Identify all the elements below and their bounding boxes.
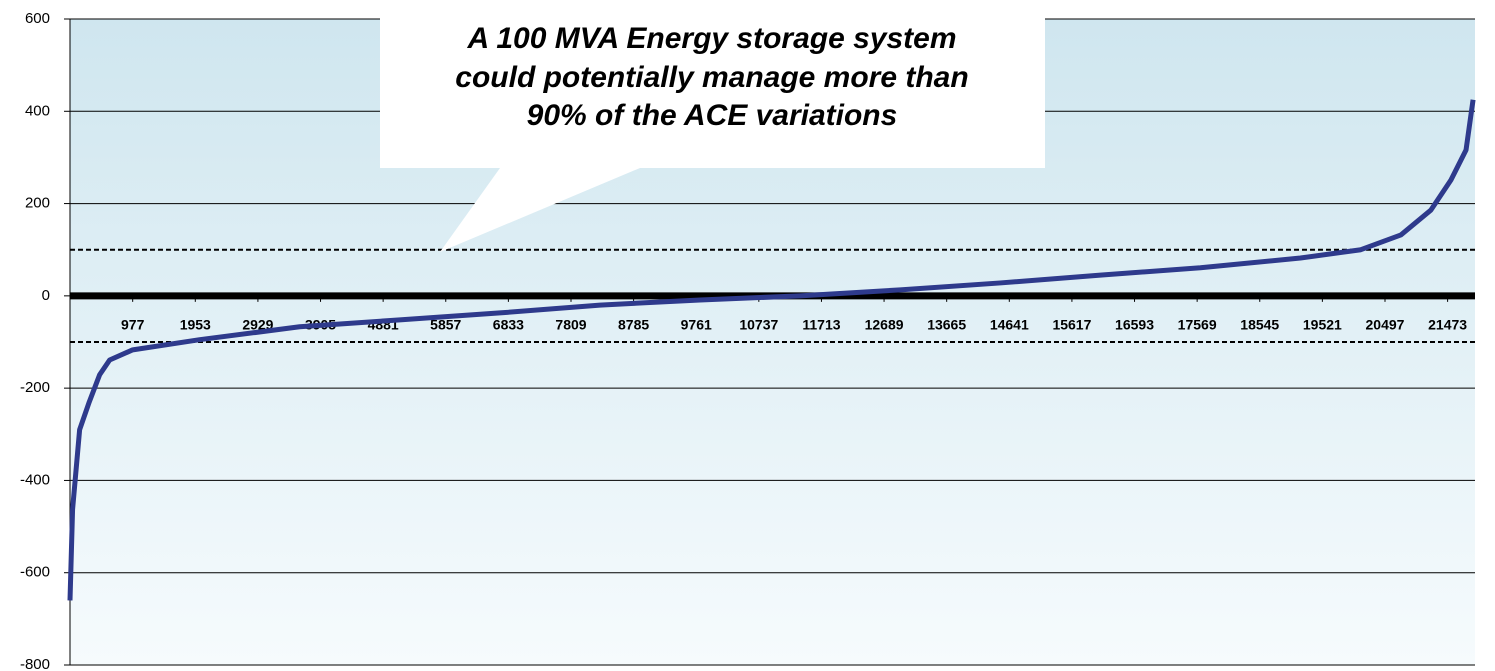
- annotation-line: could potentially manage more than: [455, 61, 968, 94]
- x-tick-label: 977: [121, 317, 145, 333]
- y-tick-label: -200: [20, 379, 50, 396]
- x-tick-label: 6833: [493, 317, 524, 333]
- y-tick-label: -600: [20, 564, 50, 581]
- callout-box: [380, 15, 1045, 252]
- annotation-line: 90% of the ACE variations: [527, 99, 898, 132]
- y-tick-label: -800: [20, 656, 50, 671]
- x-tick-label: 17569: [1178, 317, 1217, 333]
- callout: A 100 MVA Energy storage system could po…: [380, 15, 1045, 252]
- x-tick-label: 10737: [739, 317, 778, 333]
- x-tick-label: 2929: [242, 317, 273, 333]
- x-tick-label: 19521: [1303, 317, 1342, 333]
- x-tick-label: 15617: [1052, 317, 1091, 333]
- x-tick-label: 12689: [865, 317, 904, 333]
- x-tick-label: 20497: [1366, 317, 1405, 333]
- x-tick-label: 13665: [927, 317, 966, 333]
- x-tick-label: 8785: [618, 317, 649, 333]
- x-tick-label: 11713: [802, 317, 840, 333]
- x-tick-label: 16593: [1115, 317, 1154, 333]
- y-tick-label: 600: [25, 10, 50, 27]
- x-tick-label: 21473: [1428, 317, 1467, 333]
- x-tick-label: 9761: [681, 317, 712, 333]
- y-tick-label: 0: [42, 287, 50, 304]
- x-tick-label: 5857: [430, 317, 461, 333]
- x-tick-label: 1953: [180, 317, 211, 333]
- x-tick-label: 14641: [990, 317, 1029, 333]
- y-tick-label: 200: [25, 195, 50, 212]
- annotation-line: A 100 MVA Energy storage system: [466, 22, 956, 55]
- x-tick-label: 7809: [555, 317, 586, 333]
- y-tick-label: -400: [20, 471, 50, 488]
- marks: [67, 99, 1476, 601]
- x-tick-label: 18545: [1240, 317, 1279, 333]
- line: [67, 99, 1476, 601]
- y-tick-label: 400: [25, 102, 50, 119]
